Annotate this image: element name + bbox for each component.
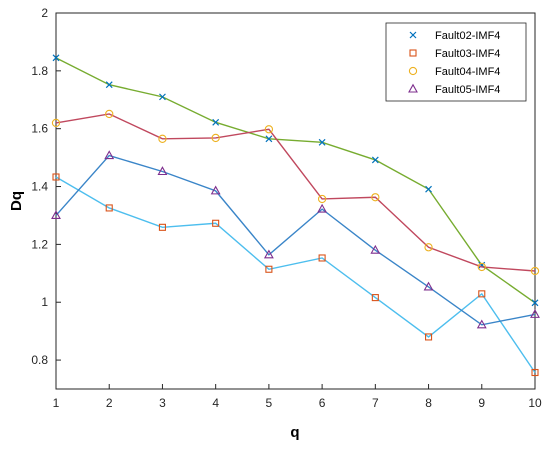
data-point (212, 219, 220, 227)
data-point (211, 133, 220, 143)
data-point (265, 265, 273, 273)
data-point (476, 319, 487, 329)
legend-marker (408, 83, 418, 93)
data-point (159, 93, 166, 101)
legend-label: Fault02-IMF4 (435, 30, 500, 42)
legend-label: Fault03-IMF4 (435, 48, 500, 60)
data-point (318, 254, 326, 262)
data-point (158, 134, 167, 143)
x-tick-label: 9 (478, 396, 485, 410)
x-tick-label: 8 (425, 396, 432, 410)
data-point (104, 150, 115, 160)
y-tick-label: 1.8 (31, 64, 48, 78)
x-axis-label: q (290, 424, 299, 441)
data-point (371, 156, 379, 164)
series-1 (52, 54, 539, 307)
data-point (531, 368, 539, 377)
y-tick-label: 1.6 (31, 122, 48, 136)
y-tick-label: 0.8 (31, 353, 48, 367)
x-tick-label: 7 (372, 396, 379, 410)
data-point (51, 118, 61, 128)
legend: Fault02-IMF4 Fault03-IMF4 Fault04-IMF4 Faul… (385, 22, 527, 102)
data-point (157, 166, 168, 176)
legend-label: Fault05-IMF4 (435, 84, 500, 96)
x-tick-label: 4 (212, 396, 219, 410)
data-point (423, 281, 434, 291)
data-point (263, 249, 274, 259)
data-point (212, 118, 220, 126)
y-tick-label: 1 (41, 295, 48, 309)
series-line (55, 176, 536, 373)
x-tick-label: 10 (528, 396, 542, 410)
series-line (55, 154, 536, 326)
data-point (370, 244, 381, 254)
data-point (371, 193, 380, 202)
legend-label: Fault04-IMF4 (435, 66, 500, 78)
series-4 (51, 150, 540, 329)
data-point (530, 309, 540, 318)
data-point (158, 223, 166, 231)
data-point (105, 81, 113, 89)
data-point (51, 210, 61, 220)
y-tick-label: 2 (41, 6, 48, 20)
x-tick-label: 2 (106, 396, 113, 410)
data-point (105, 109, 114, 119)
data-point (424, 243, 433, 252)
data-point (318, 138, 326, 146)
data-point (210, 185, 221, 195)
legend-box (385, 22, 527, 102)
data-point (265, 135, 273, 143)
data-point (530, 266, 540, 276)
data-point (52, 173, 60, 181)
data-point (477, 262, 486, 272)
y-axis-label: Dq (8, 191, 25, 211)
x-tick-label: 1 (53, 396, 60, 410)
data-point (317, 194, 327, 204)
data-point (264, 125, 274, 134)
y-tick-label: 1.4 (31, 180, 48, 194)
data-point (371, 294, 379, 302)
data-point (531, 299, 539, 307)
series-3 (51, 109, 540, 276)
legend-marker (409, 31, 417, 39)
series-2 (52, 173, 539, 377)
data-point (425, 185, 432, 193)
y-tick-label: 1.2 (31, 237, 48, 251)
x-tick-label: 3 (159, 396, 166, 410)
x-tick-label: 6 (319, 396, 326, 410)
x-tick-label: 5 (266, 396, 273, 410)
data-point (317, 203, 328, 213)
series-line (55, 57, 536, 304)
data-point (105, 204, 113, 212)
data-point (478, 290, 486, 298)
series-line (55, 113, 536, 272)
legend-marker (408, 66, 418, 76)
ticks-layer: 1 2 3 4 5 6 7 8 9 10 0.8 1 1.2 1.4 1.6 1.8 2 (31, 6, 542, 410)
data-point (425, 333, 433, 341)
series-layer (51, 54, 540, 377)
legend-marker (409, 49, 417, 57)
data-point (52, 54, 60, 62)
